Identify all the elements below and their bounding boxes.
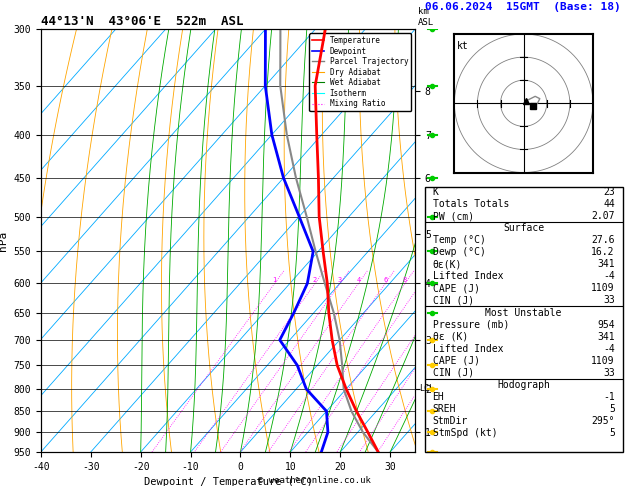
Text: 5: 5	[609, 404, 615, 414]
Y-axis label: hPa: hPa	[0, 230, 8, 251]
Text: CAPE (J): CAPE (J)	[433, 283, 479, 294]
X-axis label: Dewpoint / Temperature (°C): Dewpoint / Temperature (°C)	[143, 477, 313, 486]
Text: 2: 2	[313, 278, 317, 283]
Text: 2.07: 2.07	[591, 211, 615, 221]
Legend: Temperature, Dewpoint, Parcel Trajectory, Dry Adiabat, Wet Adiabat, Isotherm, Mi: Temperature, Dewpoint, Parcel Trajectory…	[309, 33, 411, 111]
Text: 44: 44	[603, 199, 615, 209]
Text: -1: -1	[603, 392, 615, 402]
Text: Totals Totals: Totals Totals	[433, 199, 509, 209]
Text: Dewp (°C): Dewp (°C)	[433, 247, 486, 257]
Text: Surface: Surface	[503, 223, 544, 233]
Text: 8: 8	[403, 278, 407, 283]
Text: Most Unstable: Most Unstable	[486, 308, 562, 317]
Text: 295°: 295°	[591, 416, 615, 426]
Text: CIN (J): CIN (J)	[433, 295, 474, 306]
Text: Lifted Index: Lifted Index	[433, 271, 503, 281]
Text: -4: -4	[603, 271, 615, 281]
Text: θε (K): θε (K)	[433, 331, 468, 342]
Text: StmSpd (kt): StmSpd (kt)	[433, 428, 497, 438]
Text: Pressure (mb): Pressure (mb)	[433, 319, 509, 330]
Text: CIN (J): CIN (J)	[433, 368, 474, 378]
Text: km
ASL: km ASL	[418, 7, 435, 27]
Text: 4: 4	[356, 278, 360, 283]
Text: Lifted Index: Lifted Index	[433, 344, 503, 354]
Text: Temp (°C): Temp (°C)	[433, 235, 486, 245]
Text: 6: 6	[383, 278, 387, 283]
Text: Hodograph: Hodograph	[497, 380, 550, 390]
Text: SREH: SREH	[433, 404, 456, 414]
Text: 341: 341	[597, 260, 615, 269]
Text: StmDir: StmDir	[433, 416, 468, 426]
Text: PW (cm): PW (cm)	[433, 211, 474, 221]
Text: K: K	[433, 187, 438, 197]
Text: EH: EH	[433, 392, 444, 402]
Text: kt: kt	[457, 41, 469, 51]
Text: 16.2: 16.2	[591, 247, 615, 257]
Text: 23: 23	[603, 187, 615, 197]
Text: 341: 341	[597, 331, 615, 342]
Text: 1109: 1109	[591, 283, 615, 294]
Text: 33: 33	[603, 368, 615, 378]
Text: -4: -4	[603, 344, 615, 354]
Text: 3: 3	[338, 278, 342, 283]
Text: 44°13'N  43°06'E  522m  ASL: 44°13'N 43°06'E 522m ASL	[41, 15, 243, 28]
Text: 27.6: 27.6	[591, 235, 615, 245]
Text: CAPE (J): CAPE (J)	[433, 356, 479, 365]
Text: LCL: LCL	[419, 384, 434, 394]
Text: 1109: 1109	[591, 356, 615, 365]
Text: 06.06.2024  15GMT  (Base: 18): 06.06.2024 15GMT (Base: 18)	[425, 2, 620, 13]
Text: 33: 33	[603, 295, 615, 306]
Text: 5: 5	[609, 428, 615, 438]
Text: 954: 954	[597, 319, 615, 330]
Text: 1: 1	[272, 278, 277, 283]
Text: © weatheronline.co.uk: © weatheronline.co.uk	[258, 476, 371, 485]
Text: θε(K): θε(K)	[433, 260, 462, 269]
